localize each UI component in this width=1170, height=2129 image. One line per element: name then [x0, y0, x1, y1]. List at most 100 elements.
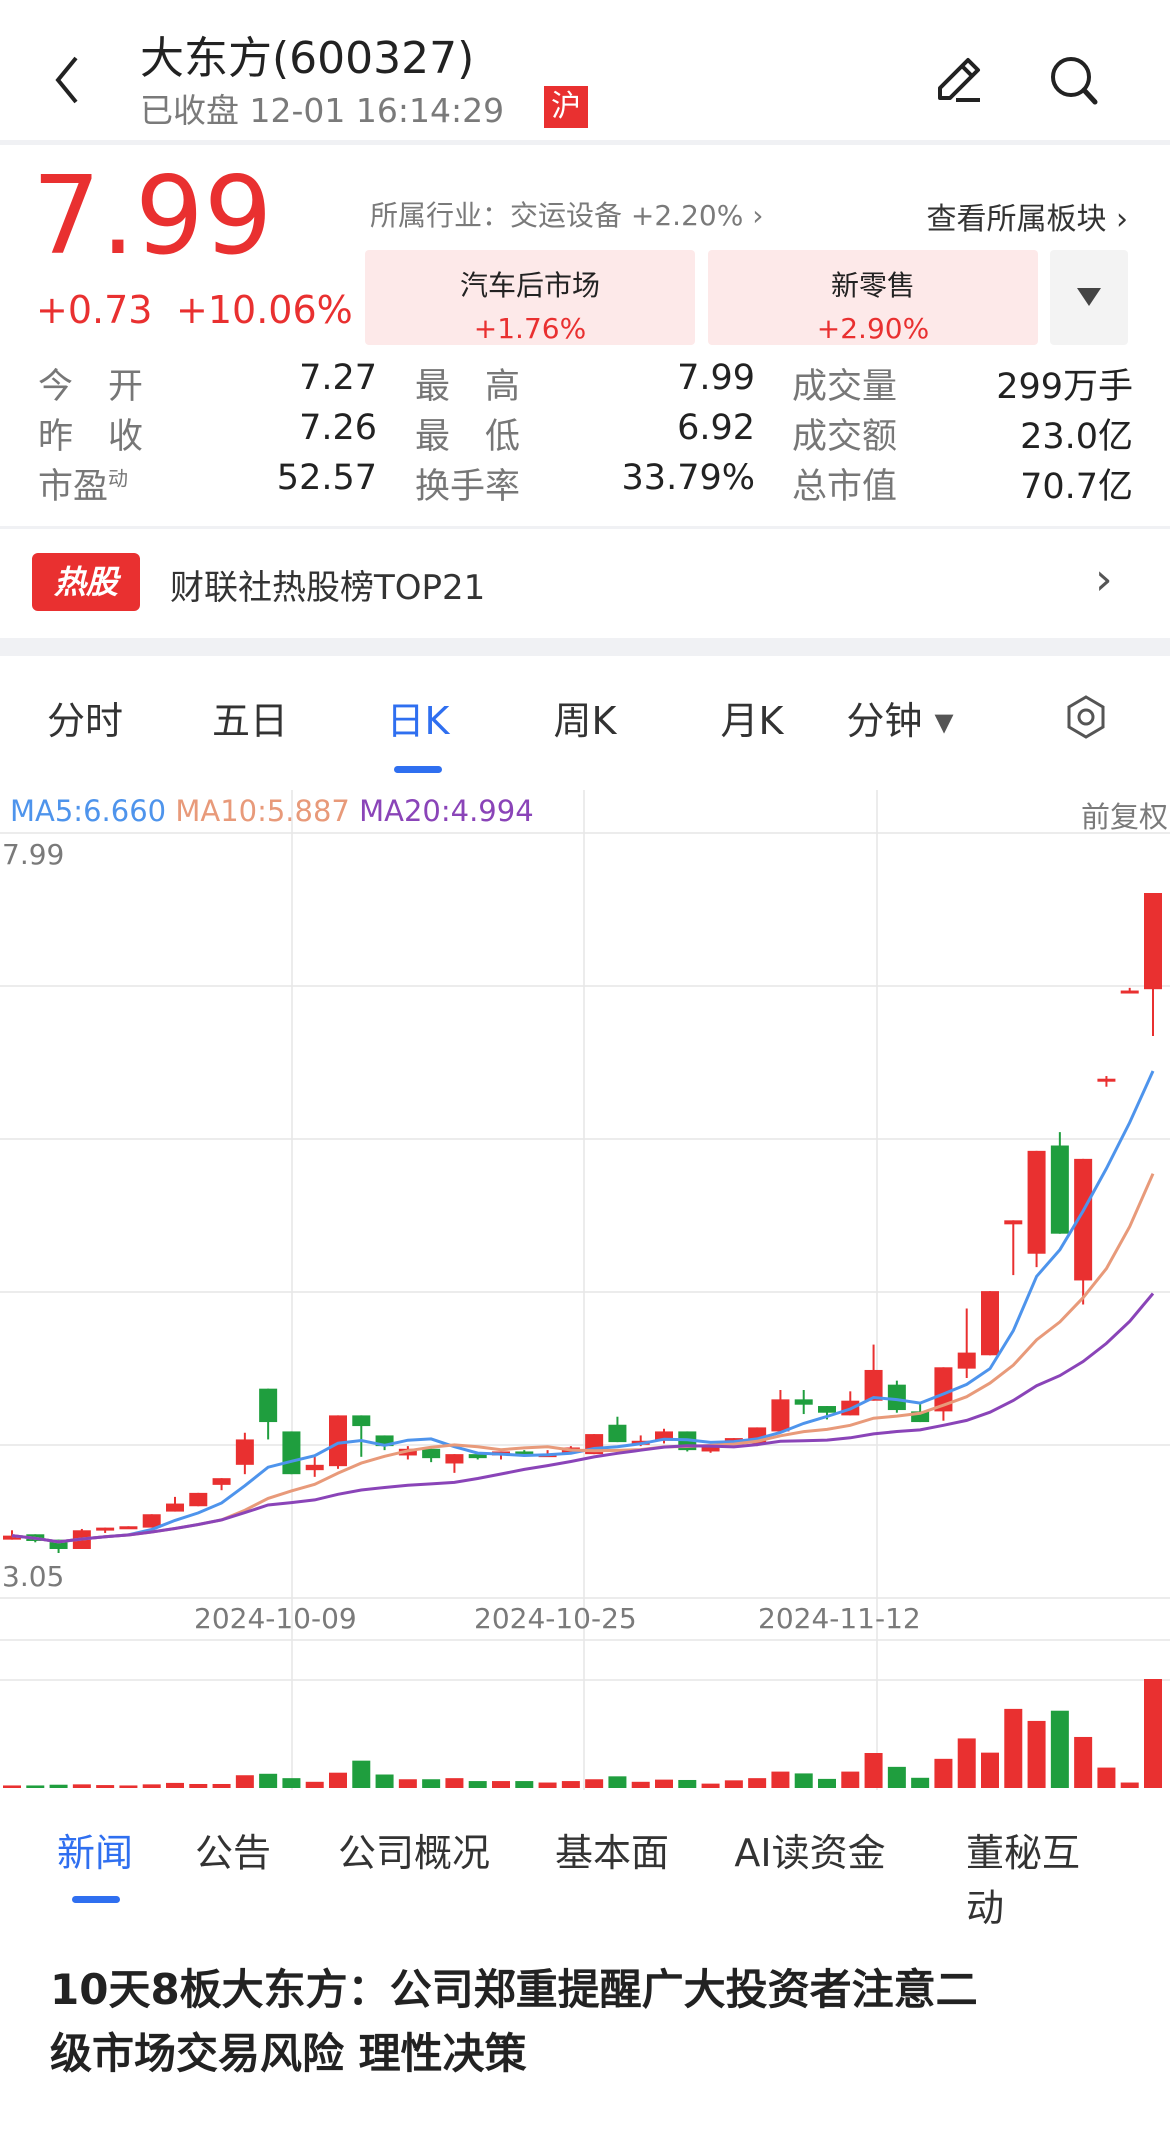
stat-label: 市盈动	[38, 458, 128, 509]
news-title-line: 10天8板大东方：公司郑重提醒广大投资者注意二	[50, 1965, 978, 2014]
period-tab[interactable]: 月K	[721, 690, 784, 745]
y-min-label: 3.05	[2, 1560, 65, 1593]
period-tab[interactable]: 周K	[554, 690, 617, 745]
candle-body	[608, 1424, 627, 1443]
candle-body	[329, 1415, 347, 1467]
sector-chip[interactable]: 汽车后市场 +1.76%	[365, 250, 695, 345]
volume-bar	[1120, 1782, 1139, 1788]
candle-body	[1144, 893, 1162, 990]
ma-legend: MA5:6.660 MA10:5.887 MA20:4.994	[10, 794, 534, 828]
volume-bar	[981, 1752, 999, 1788]
candle-body	[212, 1478, 231, 1485]
volume-bar	[3, 1785, 21, 1788]
period-tab[interactable]: 五日	[212, 690, 288, 745]
volume-bar	[1074, 1736, 1093, 1788]
sectors-dropdown-button[interactable]	[1050, 250, 1128, 345]
volume-bar	[934, 1758, 953, 1788]
period-tab-label: 分时	[46, 699, 124, 743]
candle-body	[864, 1369, 883, 1401]
candle-body	[468, 1454, 487, 1459]
news-item[interactable]: 10天8板大东方：公司郑重提醒广大投资者注意二 级市场交易风险 理性决策	[50, 1958, 978, 2086]
sector-chip[interactable]: 新零售 +2.90%	[708, 250, 1038, 345]
stat-value: 299万手	[996, 367, 1133, 407]
edit-button[interactable]	[930, 52, 990, 112]
candle-body	[119, 1526, 138, 1530]
volume-bar	[771, 1771, 790, 1788]
sector-pct: +1.76%	[473, 312, 587, 345]
chevron-left-icon	[55, 56, 78, 104]
stat-label: 成交额	[792, 408, 897, 459]
volume-bar	[1027, 1720, 1046, 1788]
stat-value: 70.7亿	[1020, 467, 1133, 507]
triangle-down-icon	[1077, 288, 1101, 306]
search-button[interactable]	[1045, 52, 1105, 112]
divider	[0, 638, 1170, 656]
news-tab[interactable]: 新闻	[56, 1831, 134, 1875]
triangle-down-icon: ▾	[922, 699, 954, 743]
stat-label-text: 今 开	[38, 367, 144, 407]
period-tab-label: 日K	[386, 699, 450, 743]
volume-bar	[1050, 1710, 1069, 1788]
candle-body	[235, 1439, 254, 1465]
view-sectors-link[interactable]: 查看所属板块 ›	[926, 194, 1128, 238]
back-button[interactable]	[48, 52, 88, 108]
volume-bar	[701, 1783, 720, 1788]
period-tab[interactable]: 分钟 ▾	[846, 690, 953, 745]
chevron-right-icon: ›	[1116, 202, 1128, 237]
volume-bar	[398, 1779, 417, 1788]
candle-body	[1050, 1145, 1069, 1234]
hot-stock-row[interactable]: 热股 财联社热股榜TOP21 ›	[0, 540, 1170, 626]
period-tab-label: 分钟	[846, 699, 923, 743]
volume-bar	[235, 1775, 254, 1788]
news-tab[interactable]: 公告	[194, 1831, 272, 1875]
volume-bar	[887, 1766, 906, 1788]
stat-label-text: 最 高	[415, 367, 521, 407]
ma10-label: MA10:5.887	[175, 794, 350, 828]
volume-bar	[864, 1753, 883, 1788]
stat-label-text: 换手率	[415, 467, 521, 507]
news-tab[interactable]: AI读资金	[734, 1831, 886, 1875]
volume-bar	[282, 1778, 301, 1788]
stat-label: 总市值	[792, 458, 897, 509]
news-tab[interactable]: 公司概况	[337, 1831, 491, 1875]
hot-badge: 热股	[32, 553, 140, 611]
volume-bar	[538, 1782, 557, 1788]
stat-label: 昨 收	[38, 408, 143, 459]
volume-bar	[96, 1785, 115, 1788]
volume-bar	[212, 1783, 231, 1788]
period-tab[interactable]: 分时	[47, 690, 123, 745]
settings-button[interactable]	[1065, 694, 1107, 744]
stat-label-text: 市盈	[38, 467, 109, 507]
volume-bar	[189, 1783, 208, 1788]
volume-bar	[818, 1778, 836, 1788]
volume-bar	[422, 1779, 441, 1788]
volume-bar	[72, 1784, 91, 1788]
news-tab[interactable]: 基本面	[554, 1831, 670, 1875]
candle-body	[515, 1451, 534, 1456]
volume-bar	[911, 1777, 930, 1788]
candle-body	[1120, 990, 1139, 994]
ma5-label: MA5:6.660	[10, 794, 167, 828]
candle-body	[981, 1291, 999, 1356]
candle-body	[189, 1492, 208, 1507]
industry-link[interactable]: 所属行业：交运设备 +2.20% ›	[370, 194, 763, 234]
kline-chart[interactable]	[0, 0, 1170, 1800]
adjust-mode-button[interactable]: 前复权	[1080, 800, 1168, 834]
y-max-label: 7.99	[2, 838, 65, 871]
period-tab[interactable]: 日K	[387, 690, 450, 745]
stat-label: 成交量	[792, 358, 897, 409]
price-change-pct: +10.06%	[176, 288, 353, 332]
sector-pct: +2.90%	[816, 312, 930, 345]
volume-bar	[841, 1771, 860, 1788]
volume-bar	[352, 1760, 371, 1788]
stat-value: 33.79%	[621, 458, 755, 498]
search-icon	[1051, 57, 1098, 105]
divider	[0, 526, 1170, 529]
candle-body	[259, 1388, 278, 1423]
stat-label-text: 成交量	[792, 367, 898, 407]
ma10-line	[11, 1173, 1155, 1544]
volume-bar	[678, 1779, 697, 1788]
stat-label-text: 最 低	[415, 417, 521, 457]
news-tab[interactable]: 董秘互动	[966, 1831, 1081, 1930]
candle-body	[96, 1527, 115, 1531]
